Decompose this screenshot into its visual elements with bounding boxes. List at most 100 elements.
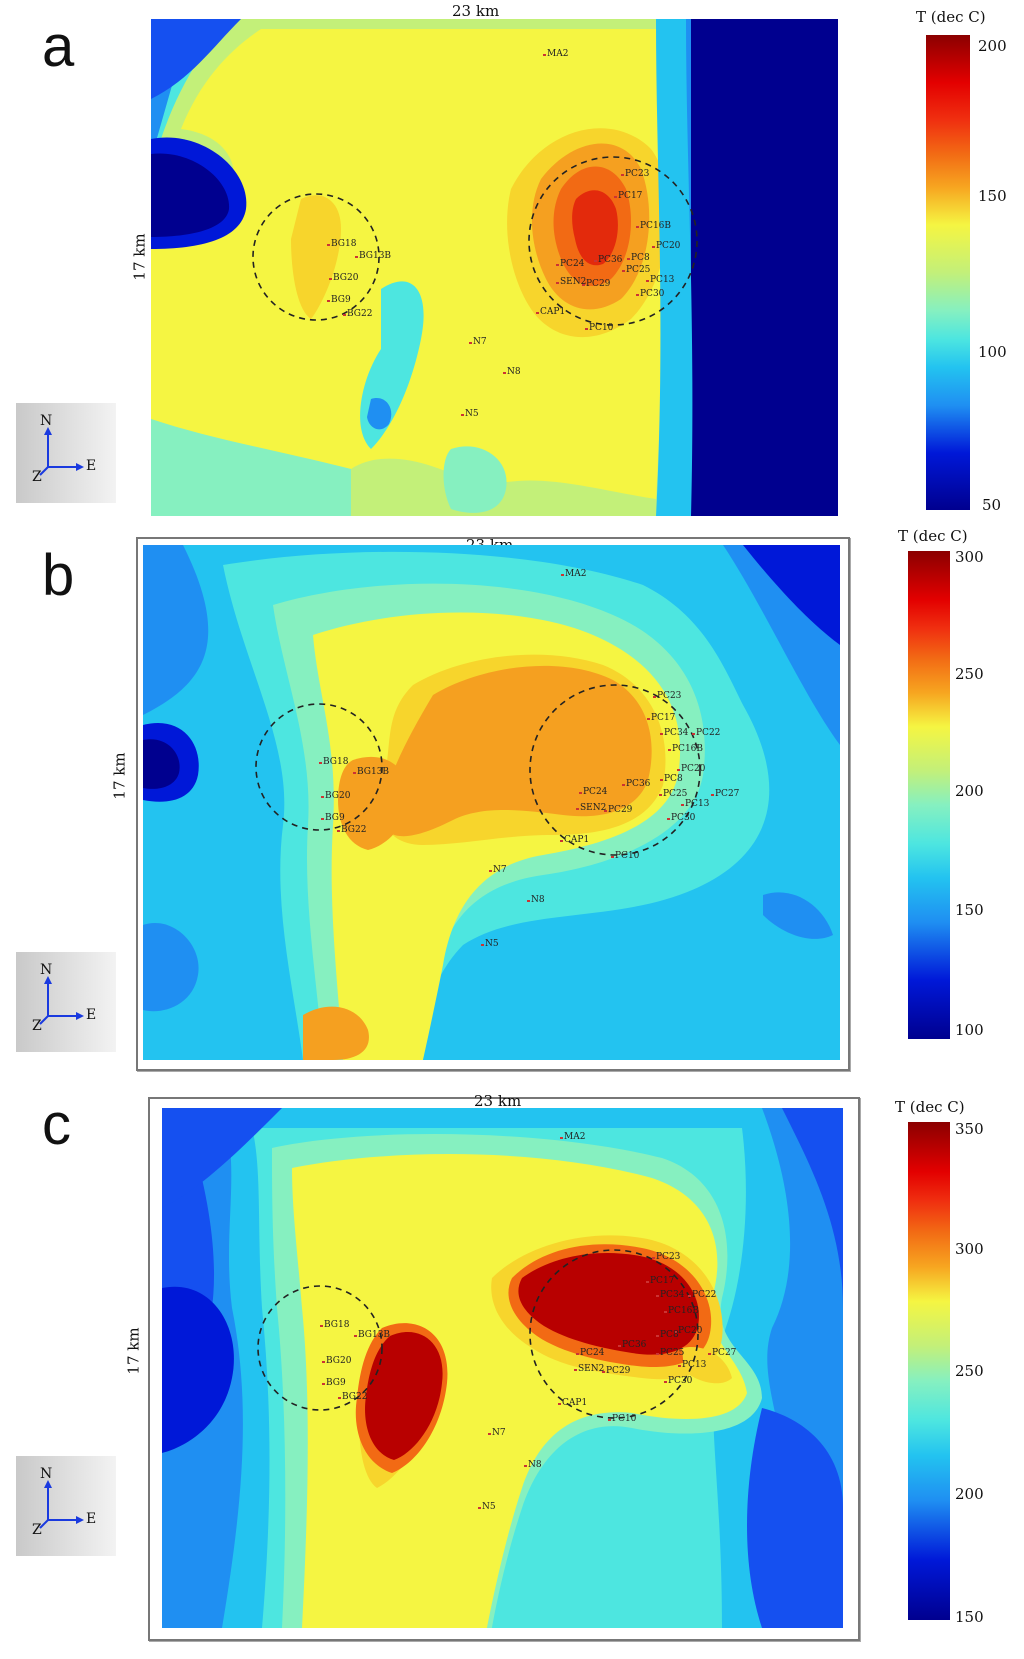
well-label: PC23 [620, 169, 650, 179]
colorbar [926, 35, 970, 510]
colorbar-tick: 250 [955, 665, 984, 683]
well-label: PC23 [651, 1252, 681, 1262]
well-label: BG22 [336, 825, 367, 835]
well-label: PC17 [645, 1276, 675, 1286]
well-label: PC17 [646, 713, 676, 723]
well-label: PC34 [659, 728, 689, 738]
well-label: PC34 [655, 1290, 685, 1300]
height-label: 17 km [130, 233, 149, 281]
east-label: E [86, 1511, 97, 1527]
well-label: PC20 [673, 1326, 703, 1336]
domain-outline [136, 537, 850, 1071]
well-label: BG18 [326, 239, 357, 249]
temperature-map: MA2 PC23 PC17 PC16B PC20 PC8 PC36 PC24 P… [151, 19, 838, 516]
well-label: PC10 [584, 323, 614, 333]
well-label: N7 [488, 1428, 506, 1438]
axis-arrows-icon [39, 427, 84, 476]
colorbar-tick: 350 [955, 1120, 984, 1138]
well-label: BG9 [322, 1378, 346, 1388]
colorbar-tick: 250 [955, 1362, 984, 1380]
temperature-map: MA2 PC23 PC17 PC34 PC22 PC16B PC20 PC8 P… [143, 545, 840, 1060]
well-label: PC16B [667, 744, 704, 754]
colorbar-title: T (dec C) [895, 1098, 965, 1116]
temperature-map: MA2 PC23 PC17 PC34 PC22 PC16B PC20 PC8 P… [162, 1108, 843, 1628]
axis-arrows-icon [39, 1480, 84, 1529]
domain-outline [148, 1097, 860, 1641]
colorbar-tick: 300 [955, 548, 984, 566]
well-label: PC29 [581, 279, 611, 289]
colorbar-tick: 200 [955, 782, 984, 800]
well-label: PC36 [593, 255, 623, 265]
well-label: PC30 [666, 813, 696, 823]
colorbar-tick: 100 [955, 1021, 984, 1039]
well-label: PC13 [645, 275, 675, 285]
well-label: SEN2 [555, 277, 587, 287]
well-label: PC36 [617, 1340, 647, 1350]
well-label: N7 [469, 337, 487, 347]
colorbar-tick: 150 [978, 187, 1007, 205]
panel-b: b 23 km 17 km MA2 PC23 PC17 PC34 PC22 P [0, 527, 1024, 1087]
colorbar-tick: 200 [955, 1485, 984, 1503]
well-label: MA2 [542, 49, 569, 59]
colorbar-title: T (dec C) [916, 8, 986, 26]
colorbar-tick: 50 [982, 496, 1002, 514]
well-label: BG9 [327, 295, 351, 305]
colorbar [908, 551, 950, 1039]
well-label: CAP1 [557, 1398, 588, 1408]
colorbar-tick: 300 [955, 1240, 984, 1258]
well-label: MA2 [559, 1132, 586, 1142]
orientation-indicator: N E Z [16, 1456, 116, 1556]
east-label: E [86, 1007, 97, 1023]
panel-letter: c [42, 1092, 71, 1157]
z-label: Z [32, 1522, 42, 1538]
orientation-indicator: N E Z [16, 403, 116, 503]
colorbar-tick: 200 [978, 37, 1007, 55]
well-label: BG9 [321, 813, 345, 823]
well-label: PC20 [676, 764, 706, 774]
well-label: PC24 [578, 787, 608, 797]
well-label: BG13B [354, 251, 392, 261]
well-label: CAP1 [535, 307, 566, 317]
well-label: SEN2 [573, 1364, 605, 1374]
well-label: BG22 [337, 1392, 368, 1402]
well-label: SEN2 [575, 803, 607, 813]
well-label: BG18 [319, 1320, 350, 1330]
well-label: N8 [527, 895, 545, 905]
well-label: PC29 [601, 1366, 631, 1376]
well-label: PC16B [663, 1306, 700, 1316]
z-label: Z [32, 1018, 42, 1034]
well-label: CAP1 [559, 835, 590, 845]
well-label: PC13 [677, 1360, 707, 1370]
height-label: 17 km [124, 1327, 143, 1375]
well-label: BG20 [320, 791, 351, 801]
well-label: BG13B [353, 1330, 391, 1340]
well-label: PC8 [656, 1330, 679, 1340]
well-label: PC30 [663, 1376, 693, 1386]
axis-arrows-icon [39, 976, 84, 1025]
panel-a: a 23 km 17 km MA2 PC23 PC17 [0, 0, 1024, 516]
panel-letter: a [42, 14, 75, 79]
temperature-map-svg [143, 545, 840, 1060]
temperature-map-svg [162, 1108, 843, 1628]
well-label: BG22 [342, 309, 373, 319]
north-label: N [40, 413, 53, 429]
colorbar-tick: 150 [955, 901, 984, 919]
height-label: 17 km [110, 752, 129, 800]
colorbar-title: T (dec C) [898, 527, 968, 545]
colorbar-tick: 150 [955, 1608, 984, 1626]
well-label: N5 [478, 1502, 496, 1512]
temperature-map-svg [151, 19, 838, 516]
well-label: PC10 [610, 851, 640, 861]
orientation-indicator: N E Z [16, 952, 116, 1052]
colorbar-tick: 100 [978, 343, 1007, 361]
well-label: PC30 [635, 289, 665, 299]
well-label: N8 [524, 1460, 542, 1470]
well-label: PC36 [621, 779, 651, 789]
well-label: BG18 [318, 757, 349, 767]
panel-c: c 23 km 17 km MA2 PC23 PC17 PC34 PC2 [0, 1092, 1024, 1659]
well-label: PC20 [651, 241, 681, 251]
well-label: N8 [503, 367, 521, 377]
north-label: N [40, 1466, 53, 1482]
well-label: N5 [461, 409, 479, 419]
well-label: PC25 [655, 1348, 685, 1358]
